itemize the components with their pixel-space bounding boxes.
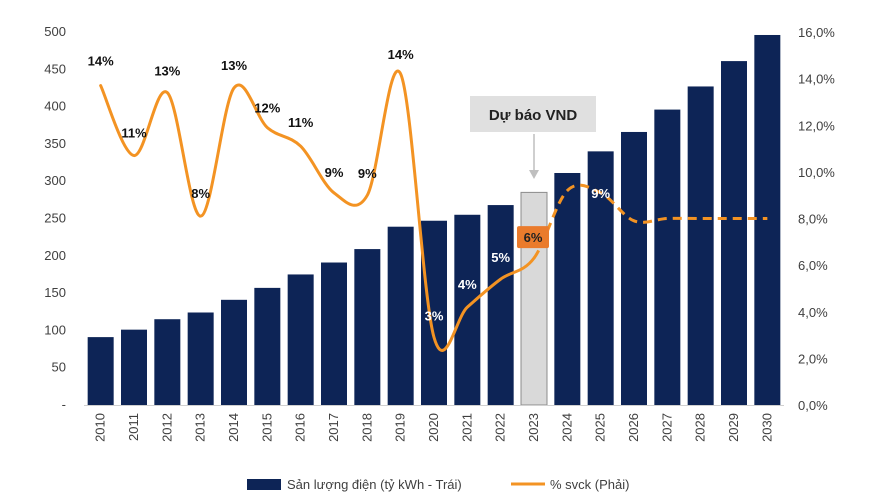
right-tick-label: 16,0% [798,25,835,40]
bar-2021 [454,214,481,405]
forecast-callout: Dự báo VND [470,96,596,179]
bar-2013 [187,312,214,405]
bar-2028 [687,86,714,405]
data-label: 13% [221,58,247,73]
left-tick-label: 50 [52,360,66,375]
x-tick-label: 2023 [526,413,541,442]
data-label: 6% [524,230,543,245]
data-label: 3% [425,308,444,323]
bar-2020 [421,220,447,405]
data-label: 8% [191,186,210,201]
bar-2023 [520,191,548,406]
left-tick-label: 400 [44,99,66,114]
left-tick-label: - [62,397,66,412]
right-tick-label: 10,0% [798,165,835,180]
right-tick-label: 4,0% [798,305,828,320]
right-tick-label: 12,0% [798,118,835,133]
bar-2011 [121,329,147,405]
line-series [99,69,768,352]
x-tick-label: 2030 [759,413,774,442]
highlight-label-bg [517,226,549,249]
x-tick-label: 2028 [693,413,708,442]
legend-bar-swatch [247,479,281,490]
line-actual [99,69,536,352]
bar-2016 [287,274,314,405]
callout-box [470,96,596,132]
x-tick-label: 2018 [359,413,374,442]
x-tick-label: 2016 [293,413,308,442]
right-tick-label: 0,0% [798,398,828,413]
data-labels: 14% 11% 13% 8% 13% 12% 11% 9% 9% 14% 3% 4% 5% 6% 9% 9% [88,47,611,323]
bar-2018 [354,249,381,405]
x-tick-label: 2013 [193,413,208,442]
right-tick-label: 8,0% [798,212,828,227]
data-label: 9% [591,186,610,201]
legend-bar-label: Sản lượng điện (tỷ kWh - Trái) [287,477,462,492]
data-label: 11% [288,115,314,130]
bar-2019 [387,226,414,405]
bar-2010 [87,337,114,405]
data-label: 13% [154,64,180,79]
bar-2029 [721,61,747,406]
x-tick-label: 2026 [626,413,641,442]
x-tick-label: 2019 [393,413,408,442]
x-tick-label: 2011 [126,413,141,441]
data-label: 5% [491,250,510,265]
x-tick-label: 2027 [659,413,674,442]
x-tick-label: 2015 [259,413,274,442]
callout-text: Dự báo VND [489,107,578,124]
bar-2015 [254,287,281,405]
x-tick-label: 2012 [159,413,174,442]
data-label: 14% [388,47,414,62]
bar-2014 [221,299,247,405]
left-tick-label: 500 [44,24,66,39]
left-tick-label: 350 [44,136,66,151]
bar-2027 [654,109,681,406]
data-label: 9% [558,159,577,174]
left-tick-label: 250 [44,211,66,226]
data-label: 11% [121,126,147,141]
legend-line-label: % svck (Phải) [550,477,629,492]
bar-2022 [487,205,514,405]
left-axis: - 50 100 150 200 250 300 350 400 450 500 [44,24,66,412]
left-tick-label: 200 [44,248,66,263]
data-label: 12% [254,101,280,116]
x-tick-label: 2025 [593,413,608,442]
bar-2017 [321,262,347,405]
x-axis: 2010 2011 2012 2013 2014 2015 2016 2017 2018 2019… [84,405,784,442]
right-tick-label: 6,0% [798,258,828,273]
left-tick-label: 300 [44,173,66,188]
x-tick-label: 2024 [559,413,574,442]
left-tick-label: 150 [44,285,66,300]
x-tick-label: 2029 [726,413,741,442]
left-tick-label: 450 [44,61,66,76]
x-tick-label: 2022 [493,413,508,442]
bar-series [87,34,781,406]
callout-arrow-head [529,170,539,179]
legend: Sản lượng điện (tỷ kWh - Trái) % svck (Ph… [247,477,629,492]
bar-2024 [554,172,581,405]
data-label: 9% [358,166,377,181]
data-label: 9% [325,165,344,180]
x-tick-label: 2017 [326,413,341,442]
left-tick-label: 100 [44,322,66,337]
x-tick-label: 2014 [226,413,241,442]
bar-2026 [621,131,647,406]
bar-2012 [154,319,181,405]
x-tick-label: 2020 [426,413,441,442]
line-forecast [532,183,768,260]
x-tick-label: 2021 [459,413,474,442]
right-tick-label: 2,0% [798,351,828,366]
right-tick-label: 14,0% [798,72,835,87]
x-tick-label: 2010 [93,413,108,442]
data-label: 14% [88,54,114,69]
data-label: 4% [458,277,477,292]
right-axis: 0,0% 2,0% 4,0% 6,0% 8,0% 10,0% 12,0% 14,0% 16,0% [798,25,835,413]
